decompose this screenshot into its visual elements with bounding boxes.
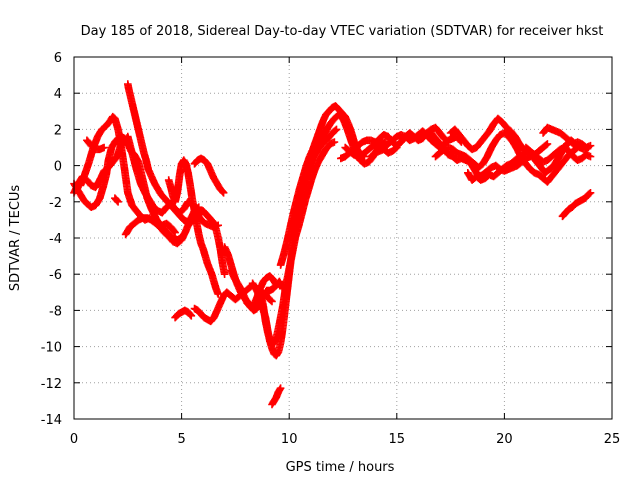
data-point — [393, 143, 401, 152]
data-point — [332, 125, 341, 134]
x-tick-label: 5 — [177, 432, 185, 447]
data-point — [391, 144, 400, 153]
y-tick-label: -10 — [41, 341, 62, 356]
data-point — [268, 297, 276, 306]
y-tick-label: 2 — [54, 123, 62, 138]
data-point — [171, 228, 179, 237]
x-tick-label: 25 — [604, 432, 621, 447]
data-point — [276, 384, 285, 392]
y-tick-label: -12 — [41, 377, 62, 392]
y-tick-label: 0 — [54, 160, 62, 175]
data-point — [267, 296, 275, 305]
data-point — [219, 189, 228, 197]
y-tick-label: -6 — [49, 268, 62, 283]
x-tick-label: 0 — [70, 432, 78, 447]
y-tick-label: 4 — [54, 87, 62, 102]
data-point — [543, 140, 552, 148]
y-tick-label: 6 — [54, 51, 62, 66]
x-tick-label: 10 — [281, 432, 298, 447]
y-tick-label: -14 — [41, 413, 62, 428]
x-axis-label: GPS time / hours — [286, 460, 395, 475]
y-tick-label: -4 — [49, 232, 62, 247]
data-point — [114, 198, 122, 206]
data-point — [272, 281, 281, 289]
data-point — [187, 312, 196, 320]
x-tick-label: 15 — [389, 432, 406, 447]
data-point — [331, 126, 340, 135]
data-point — [330, 138, 339, 146]
data-point — [214, 290, 222, 298]
y-tick-label: -8 — [49, 304, 62, 319]
x-tick-label: 20 — [496, 432, 513, 447]
chart-title: Day 185 of 2018, Sidereal Day-to-day VTE… — [81, 24, 604, 39]
data-point — [100, 143, 108, 152]
data-point — [542, 141, 551, 149]
y-axis-label: SDTVAR / TECUs — [8, 185, 23, 292]
y-tick-label: -2 — [49, 196, 62, 211]
data-points — [70, 80, 595, 409]
data-point — [220, 270, 229, 278]
data-point — [443, 137, 452, 145]
